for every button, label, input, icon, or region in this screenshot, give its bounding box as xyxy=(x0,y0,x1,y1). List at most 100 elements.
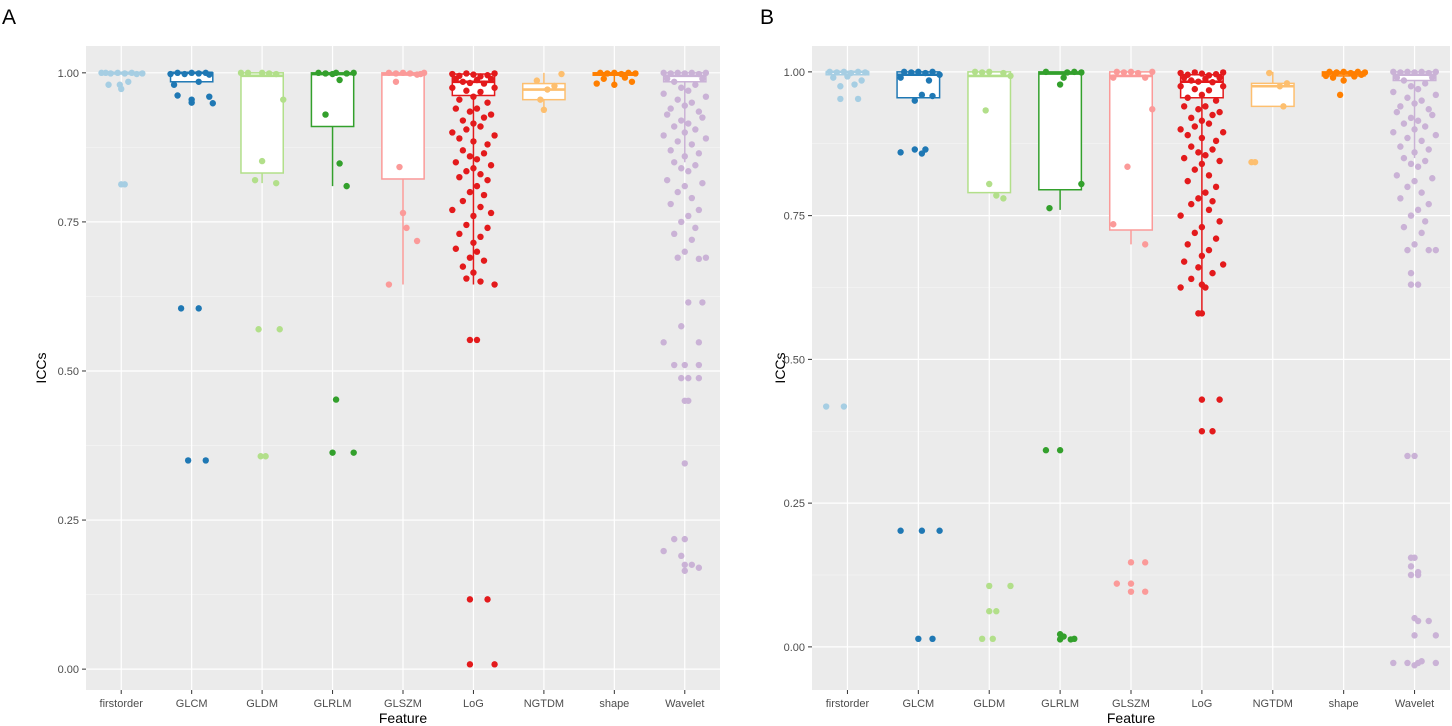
data-point xyxy=(487,111,495,118)
data-point xyxy=(329,70,336,78)
data-point xyxy=(1209,428,1216,435)
x-axis-title: Feature xyxy=(379,710,427,726)
data-point xyxy=(265,70,273,77)
data-point xyxy=(480,257,488,264)
data-point xyxy=(1198,396,1206,403)
data-point xyxy=(1276,83,1284,90)
data-point xyxy=(480,191,488,199)
data-point xyxy=(1202,284,1209,291)
x-tick-label: GLRLM xyxy=(1041,698,1079,710)
data-point xyxy=(473,182,481,190)
data-point xyxy=(491,661,498,668)
data-point xyxy=(280,96,287,103)
data-point xyxy=(628,78,636,85)
x-tick-label: Wavelet xyxy=(1395,698,1434,710)
data-point xyxy=(1404,183,1411,191)
data-point xyxy=(1191,123,1199,130)
data-point xyxy=(262,453,269,460)
data-point xyxy=(1432,632,1440,639)
data-point xyxy=(678,218,685,226)
data-point xyxy=(1198,134,1206,142)
data-point xyxy=(1407,281,1415,288)
data-point xyxy=(1219,129,1227,136)
data-point xyxy=(459,147,467,154)
data-point xyxy=(982,107,989,114)
data-point xyxy=(322,111,329,118)
data-point xyxy=(600,75,607,82)
data-point xyxy=(1141,588,1149,595)
data-point xyxy=(671,361,678,369)
data-point xyxy=(477,278,484,285)
data-point xyxy=(1064,69,1071,76)
data-point xyxy=(1429,175,1436,182)
data-point xyxy=(237,69,245,77)
data-point xyxy=(685,120,692,127)
x-tick-label: GLDM xyxy=(973,698,1005,710)
series-wavelet xyxy=(660,69,710,574)
data-point xyxy=(993,608,1000,615)
data-point xyxy=(1046,204,1053,212)
data-point xyxy=(1421,80,1429,87)
data-point xyxy=(466,153,474,160)
data-point xyxy=(125,78,132,85)
series-gldm xyxy=(237,69,287,460)
data-point xyxy=(681,535,688,543)
data-point xyxy=(1411,452,1418,460)
data-point xyxy=(1397,103,1404,110)
data-point xyxy=(1149,106,1156,113)
data-point xyxy=(1180,154,1188,162)
data-point xyxy=(1180,258,1188,265)
data-point xyxy=(674,188,681,196)
data-point xyxy=(1180,103,1188,110)
data-point xyxy=(1209,79,1216,86)
box xyxy=(381,72,425,180)
data-point xyxy=(1184,177,1191,185)
data-point xyxy=(105,81,112,88)
data-point xyxy=(1329,74,1337,81)
data-point xyxy=(1411,69,1418,76)
data-point xyxy=(174,69,181,77)
panel-letter: B xyxy=(760,6,774,29)
data-point xyxy=(484,224,491,232)
data-point xyxy=(1195,78,1202,85)
data-point xyxy=(1209,111,1216,119)
data-point xyxy=(477,171,484,178)
data-point xyxy=(456,173,463,181)
data-point xyxy=(678,374,685,382)
data-point xyxy=(1404,246,1411,254)
y-axis-title: ICCs xyxy=(33,352,49,383)
data-point xyxy=(195,305,202,312)
data-point xyxy=(1425,146,1432,153)
series-log xyxy=(1177,69,1227,435)
data-point xyxy=(470,212,477,220)
data-point xyxy=(477,123,484,130)
data-point xyxy=(484,141,491,148)
data-point xyxy=(1400,120,1408,127)
data-point xyxy=(188,69,195,77)
panel-letter: A xyxy=(2,6,16,29)
data-point xyxy=(1425,106,1432,113)
data-point xyxy=(487,75,495,82)
data-point xyxy=(273,70,280,78)
data-point xyxy=(1393,172,1401,179)
data-point xyxy=(336,76,343,84)
data-point xyxy=(1411,241,1418,248)
data-point xyxy=(491,70,498,77)
data-point xyxy=(385,281,393,288)
data-point xyxy=(1216,108,1223,116)
data-point xyxy=(1421,157,1429,165)
data-point xyxy=(1418,97,1425,104)
box xyxy=(522,82,566,101)
data-point xyxy=(114,69,121,77)
data-point xyxy=(174,92,181,99)
data-point xyxy=(188,99,195,106)
data-point xyxy=(459,117,467,124)
data-point xyxy=(692,162,699,169)
data-point xyxy=(663,75,671,82)
series-firstorder xyxy=(98,69,146,188)
data-point xyxy=(1404,94,1411,101)
x-tick-label: shape xyxy=(599,698,629,710)
data-point xyxy=(1404,68,1411,76)
panel-b: B 0.00 0.25 0.50 0.75 1.00 firstorder GLCM GLDM G… xyxy=(760,6,1450,726)
data-point xyxy=(139,70,146,77)
